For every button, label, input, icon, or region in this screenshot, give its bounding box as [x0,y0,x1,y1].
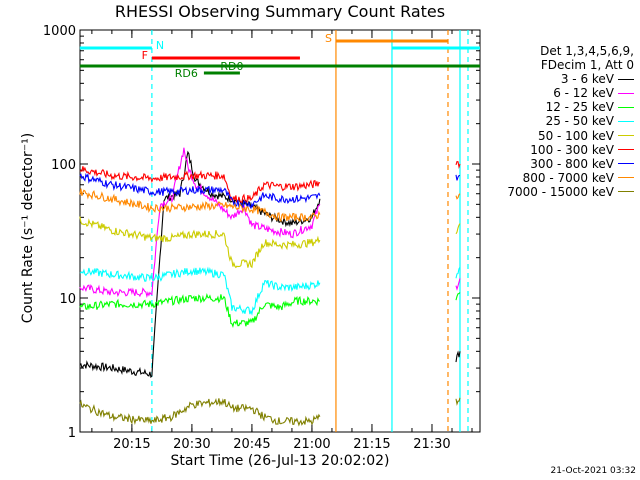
legend-entry: 6 - 12 keV [464,86,634,100]
y-tick-label: 100 [51,158,76,173]
legend-header-detectors: Det 1,3,4,5,6,9, [540,44,634,58]
series-line [79,266,321,316]
series-line [455,193,461,200]
series-line [79,397,321,427]
flag-bar-label: RD6 [175,67,198,80]
x-axis-label: Start Time (26-Jul-13 20:02:02) [170,453,390,469]
flag-bar-label: F [142,49,148,62]
legend-entry-label: 50 - 100 keV [537,128,614,143]
series-line [79,166,321,204]
legend-entry-label: 800 - 7000 keV [522,170,614,185]
legend-entry: 100 - 300 keV [464,143,634,157]
legend-entry-label: 12 - 25 keV [545,100,614,115]
series-line [79,216,321,269]
legend-swatch [618,177,634,179]
y-tick-label: 1 [68,426,76,441]
legend-swatch [618,135,634,137]
series-line [79,172,321,210]
x-tick-label: 20:45 [233,437,270,452]
legend-swatch [618,163,634,165]
legend-swatch [618,149,634,151]
legend-swatch [618,191,634,193]
legend-entry-label: 25 - 50 keV [545,114,614,129]
legend-entry: 7000 - 15000 keV [464,185,634,199]
legend-swatch [618,78,634,80]
legend-entry-label: 7000 - 15000 keV [507,184,614,199]
y-axis-label: Count Rate (s⁻¹ detector⁻¹) [20,132,36,324]
flag-bar-label: RD0 [220,60,243,73]
series-line [455,278,461,291]
legend-swatch [618,121,634,123]
x-tick-label: 20:30 [173,437,210,452]
legend-swatch [618,92,634,94]
y-tick-label: 10 [59,292,76,307]
x-tick-label: 21:30 [413,437,450,452]
flag-bar-label: N [156,39,164,52]
legend-entry: 300 - 800 keV [464,157,634,171]
series-line [79,292,320,328]
legend-entry: 3 - 6 keV [464,72,634,86]
series-line [79,150,321,379]
series-line [455,174,461,181]
y-tick-label: 1000 [43,24,76,39]
legend-entry: 50 - 100 keV [464,129,634,143]
series-line [455,266,461,279]
series-line [455,350,461,363]
legend-entry: 800 - 7000 keV [464,171,634,185]
legend: Det 1,3,4,5,6,9, FDecim 1, Att 0 3 - 6 k… [464,44,634,199]
legend-entry: 25 - 50 keV [464,114,634,128]
legend-swatch [618,106,634,108]
legend-entry-label: 100 - 300 keV [530,142,614,157]
x-tick-label: 20:15 [113,437,150,452]
flag-bar-label: S [325,32,332,45]
plot-frame [79,29,481,433]
chart-title: RHESSI Observing Summary Count Rates [114,2,446,21]
series-line [455,397,461,406]
legend-entry: 12 - 25 keV [464,100,634,114]
x-tick-label: 21:15 [353,437,390,452]
x-tick-label: 21:00 [293,437,330,452]
series-line [455,223,461,235]
series-line [79,188,321,223]
legend-entry-label: 3 - 6 keV [560,72,614,87]
generation-timestamp: 21-Oct-2021 03:32 [550,466,636,476]
legend-entry-label: 300 - 800 keV [530,156,614,171]
series-line [455,292,461,301]
legend-entry-label: 6 - 12 keV [553,86,614,101]
series-line [455,161,461,170]
legend-header-decimation: FDecim 1, Att 0 [540,58,634,73]
